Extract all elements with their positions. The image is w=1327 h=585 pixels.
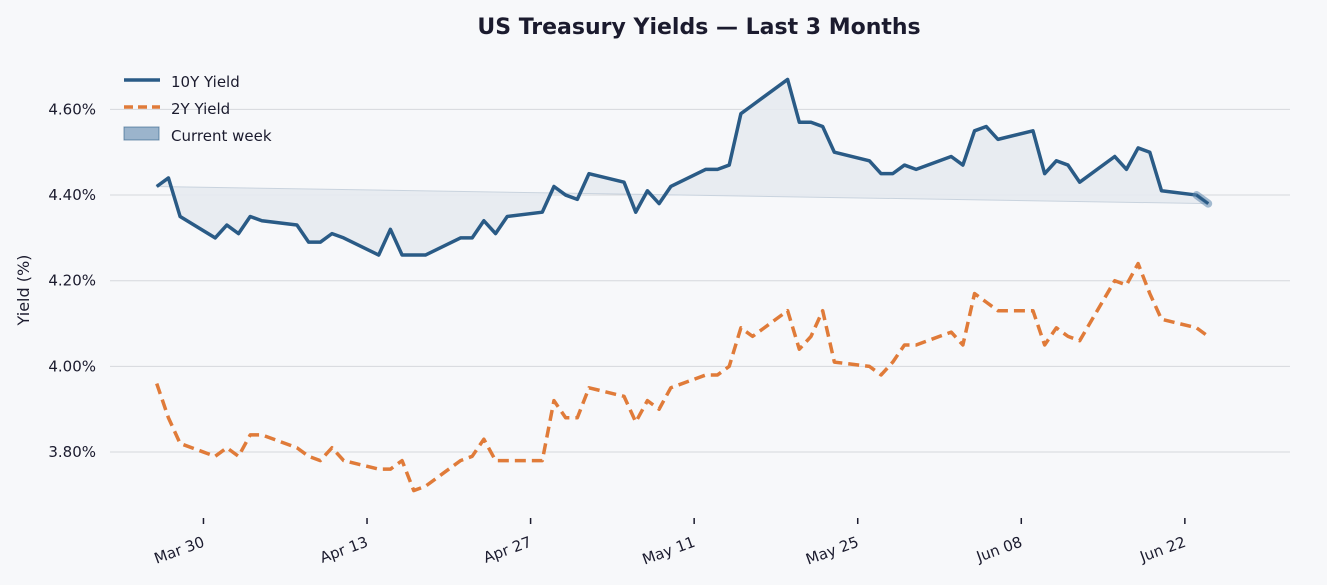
x-tick-label: Jun 08	[973, 533, 1025, 566]
y-tick-label: 4.40%	[48, 186, 96, 204]
x-tick-label: May 25	[803, 533, 861, 569]
legend-label-current-week: Current week	[171, 127, 272, 145]
end-label-2y: 4.07%	[1244, 0, 1303, 5]
end-label-10y: 4.38%	[1244, 0, 1303, 5]
legend: 10Y Yield 2Y Yield Current week	[123, 73, 272, 145]
x-tick-label: Apr 13	[317, 533, 370, 567]
y-tick-label: 4.20%	[48, 272, 96, 290]
x-tick-label: Apr 27	[481, 533, 534, 567]
current-week-line	[1195, 194, 1209, 205]
end-labels: 4.38%4.07%	[1244, 0, 1303, 5]
y-tick-label: 3.80%	[48, 443, 96, 461]
y-tick-label: 4.00%	[48, 357, 96, 375]
chart-title: US Treasury Yields — Last 3 Months	[477, 15, 920, 40]
x-tick-label: May 11	[640, 533, 698, 569]
x-axis: Mar 30 Apr 13 Apr 27 May 11 May 25 Jun 08 Jun …	[152, 518, 1189, 569]
legend-label-2y: 2Y Yield	[171, 100, 230, 118]
series-lines	[155, 77, 1213, 493]
y-tick-label: 4.60%	[48, 100, 96, 118]
series-line-2y	[155, 261, 1210, 493]
legend-label-10y: 10Y Yield	[171, 73, 240, 91]
series-line-10y	[155, 77, 1210, 257]
y-axis-label: Yield (%)	[14, 255, 33, 327]
x-tick-label: Mar 30	[152, 533, 207, 568]
legend-swatch-current-week	[123, 126, 160, 141]
y-axis: 3.80% 4.00% 4.20% 4.40% 4.60%	[48, 100, 96, 461]
x-tick-label: Jun 22	[1137, 533, 1189, 566]
